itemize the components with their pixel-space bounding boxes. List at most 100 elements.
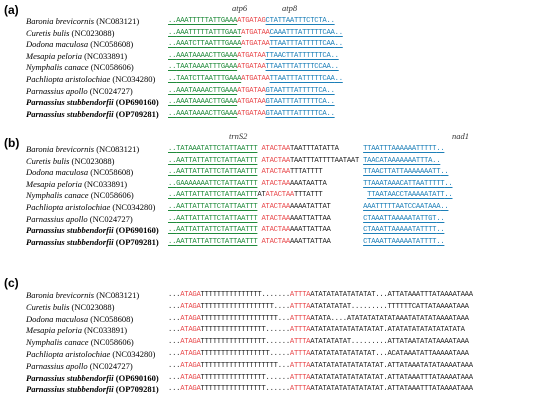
accession-number: (NC024727) [89,360,133,371]
accession-number: (NC033891) [84,178,128,189]
species-name: Mesapia peloria [26,325,82,336]
gene-header-atp8: atp8 [282,3,298,13]
accession-number: (OP709281) [115,108,159,119]
sequence: ...ATAGATTTTTTTTTTTTTTTTTT....ATTTAATATA… [168,302,469,313]
accession-number: (OP709281) [115,236,159,247]
sequence-segment: GTAATTTATTTTTCA [265,109,327,118]
accession-number: (OP709281) [115,384,159,395]
sequence-segment: .. [326,98,335,107]
sequence-segment: ATACTAA [261,226,290,235]
sequence-segment: ATTTA [289,385,311,394]
sequence: ...ATAGATTTTTTTTTTTTTTTT......ATTTAATATA… [168,337,469,348]
sequence-segment: TAATCTTAATTTGAAA [176,75,242,83]
sequence-segment: .. [330,63,339,72]
species-label: Dodona maculosa (NC058608) [26,314,133,325]
sequence-segment: GTAATTTATTTTTCA [265,86,327,95]
panel-label: (b) [4,136,20,150]
sequence-segment: ATATATATAT......... [310,338,388,347]
sequence-segment: .. [436,214,445,223]
sequence-segment: .. [334,75,343,83]
sequence-segment: .. [326,86,335,95]
sequence-segment [339,145,363,153]
species-label: Curetis bulis (NC023088) [26,156,114,167]
sequence-segment: TTTTTTTTTTTTTTT....... [200,291,291,299]
species-name: Mesapia peloria [26,50,82,61]
sequence-segment: ATTTA [289,361,311,370]
sequence-segment: AAATTTTTATTTGAAT [176,28,242,37]
sequence-segment: ATAGA [180,361,201,370]
sequence: ..AATTATTATTCTATTAATTTATATACTAATTTATTT T… [168,190,453,201]
sequence-segment: TTAACTTATTTTTTCA [265,51,331,60]
sequence-segment: AT [257,191,266,200]
species-name: Pachliopta aristolochiae [26,349,111,359]
sequence: ..GAAAAAAATTCTATTAATTT ATACTAAAAATAATTA … [168,179,453,190]
gene-header-atp6: atp6 [232,3,248,13]
sequence-segment: AAATTTTTAATCCAATAAA [363,203,441,211]
sequence-segment: TTTTTTCATTATAAAATAAA [387,302,469,311]
species-name: Curetis bulis [26,27,70,38]
species-name: Parnassius apollo [26,360,88,371]
sequence-segment: TTAATTTATTTTTCAA [269,40,335,49]
species-name: Curetis bulis [26,301,70,312]
panel-b: (b) trnS2 nad1 Baronia brevicornis (NC08… [0,128,550,258]
sequence-segment: .. [168,191,177,200]
sequence-segment: .. [326,17,335,25]
sequence-segment: ATACTAA [261,145,290,153]
sequence-segment: .. [168,226,177,235]
sequence-segment [322,168,363,176]
sequence-segment [331,238,364,246]
sequence-segment: TATAAATATTCTATTAATTT [176,145,258,153]
species-name: Parnassius stubbendorfii [26,236,114,247]
sequence-segment: ATTATAAATTTATAAAATAAA [387,385,473,394]
sequence-segment: ... [168,291,181,299]
species-name: Parnassius stubbendorfii [26,384,114,395]
species-name: Nymphalis canace [26,190,89,201]
species-label: Dodona maculosa (NC058608) [26,167,133,178]
sequence-segment: ATACTAA [261,237,290,246]
sequence-segment: AAATAAAACTTGAAA [176,98,238,107]
sequence-segment: ... [168,338,181,347]
sequence-segment: GTAATTTATTTTTCA [265,98,327,107]
accession-number: (OP690160) [115,225,159,236]
sequence-segment [327,180,364,188]
species-label: Mesapia peloria (NC033891) [26,51,127,62]
sequence-segment: ... [168,373,181,382]
sequence-segment: TTAATTTAAAAAATTTTT [363,145,437,153]
sequence-segment: ATAGA [180,385,201,394]
species-name: Pachliopta aristolochiae [26,74,111,84]
sequence-segment: .. [440,168,449,177]
sequence: ..AATTATTATTCTATTAATTT ATACTAAAAATTATTAA… [168,237,445,248]
panel-a: (a) atp6 atp8 Baronia brevicornis (NC083… [0,0,550,123]
species-label: Pachliopta aristolochiae (NC034280) [26,349,155,360]
sequence-segment: ATTTA [289,291,311,299]
sequence: ..AAATAAAACTTGAAAATGATAAGTAATTTATTTTTCA.… [168,86,335,97]
sequence-segment: AATTATTATTCTATTAATTT [176,191,258,200]
gene-header-nad1: nad1 [452,131,469,141]
sequence-segment: ATACTAA [265,191,295,200]
sequence-segment: ATTTA [289,302,311,311]
sequence-segment: ATTTA [289,326,311,335]
sequence-segment: .. [168,168,177,177]
species-label: Parnassius stubbendorfii (OP709281) [26,237,159,248]
sequence-segment: ... [168,314,181,323]
sequence-segment: TTTTTTTTTTTTTTTT...... [200,385,291,394]
accession-number: (NC058606) [90,190,134,201]
accession-number: (NC083121) [96,16,140,26]
panel-c: (c) Baronia brevicornis (NC083121) ...ATA… [0,268,550,403]
sequence-segment: .. [334,40,343,49]
sequence-segment: .. [330,51,339,60]
sequence-segment: .. [168,156,177,165]
sequence: ...ATAGATTTTTTTTTTTTTTTT......ATTTAATATA… [168,325,465,336]
sequence-segment: ATTTA [289,314,311,323]
sequence-segment: ATGATAA [237,51,266,60]
species-name: Dodona maculosa [26,39,89,50]
sequence-segment: .. [436,237,445,246]
panel-label: (a) [4,3,19,17]
sequence: ...ATAGATTTTTTTTTTTTTTTT......ATTTAATATA… [168,373,473,384]
sequence-segment: TTTTTTTTTTTTTTTT...... [200,326,291,335]
sequence-segment: AAATTATTAA [289,214,331,223]
species-label: Mesapia peloria (NC033891) [26,325,127,336]
sequence-segment: ATAGA [180,314,201,323]
sequence-segment: AAATTTTTATTGAAA [176,17,238,25]
accession-number: (OP690160) [115,97,159,108]
